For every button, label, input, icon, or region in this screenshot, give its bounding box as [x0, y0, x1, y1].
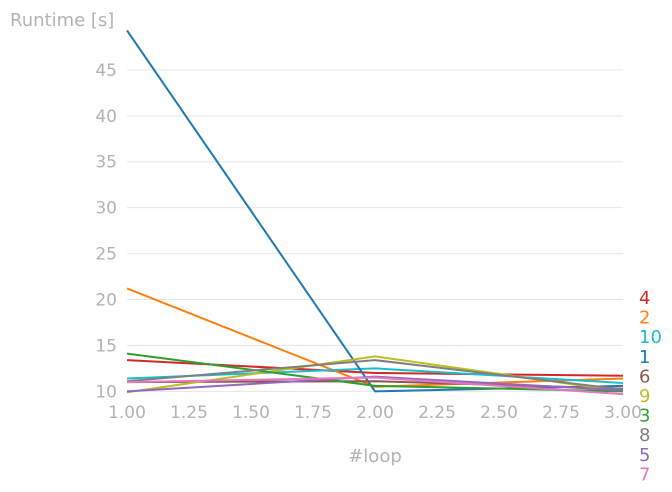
x-tick-labels: 1.00 1.25 1.50 1.75 2.00 2.25 2.50 2.75 3.00 [108, 403, 642, 423]
y-tick-label: 20 [95, 290, 117, 310]
x-tick-label: 1.50 [232, 403, 270, 423]
x-tick-label: 2.50 [480, 403, 518, 423]
legend-item-9: 9 [639, 386, 650, 407]
x-tick-label: 2.00 [356, 403, 394, 423]
x-tick-label: 1.75 [294, 403, 332, 423]
series-lines [126, 29, 624, 396]
y-tick-label: 40 [95, 107, 117, 127]
y-tick-labels: 10 15 20 25 30 35 40 45 [95, 61, 117, 402]
y-tick-label: 10 [95, 382, 117, 402]
x-tick-label: 2.75 [542, 403, 580, 423]
y-tick-label: 25 [95, 245, 117, 265]
legend-item-10: 10 [639, 327, 662, 348]
legend-item-3: 3 [639, 406, 650, 427]
legend-item-7: 7 [639, 464, 650, 485]
legend-item-1: 1 [639, 347, 650, 368]
legend-item-5: 5 [639, 445, 650, 466]
y-tick-label: 45 [95, 61, 117, 81]
x-tick-label: 1.25 [170, 403, 208, 423]
x-tick-label: 3.00 [604, 403, 642, 423]
grid [127, 69, 623, 392]
series-line-8 [126, 359, 624, 391]
y-tick-label: 35 [95, 153, 117, 173]
legend-item-6: 6 [639, 366, 650, 387]
y-tick-label: 15 [95, 336, 117, 356]
series-line-1 [126, 29, 624, 393]
series-line-7 [126, 376, 624, 396]
legend-item-2: 2 [639, 308, 650, 329]
y-axis-title: Runtime [s] [10, 10, 114, 31]
x-tick-label: 2.25 [418, 403, 456, 423]
x-tick-label: 1.00 [108, 403, 146, 423]
legend-item-8: 8 [639, 425, 650, 446]
y-tick-label: 30 [95, 199, 117, 219]
legend-item-4: 4 [639, 288, 650, 309]
x-axis-title: #loop [348, 446, 402, 467]
